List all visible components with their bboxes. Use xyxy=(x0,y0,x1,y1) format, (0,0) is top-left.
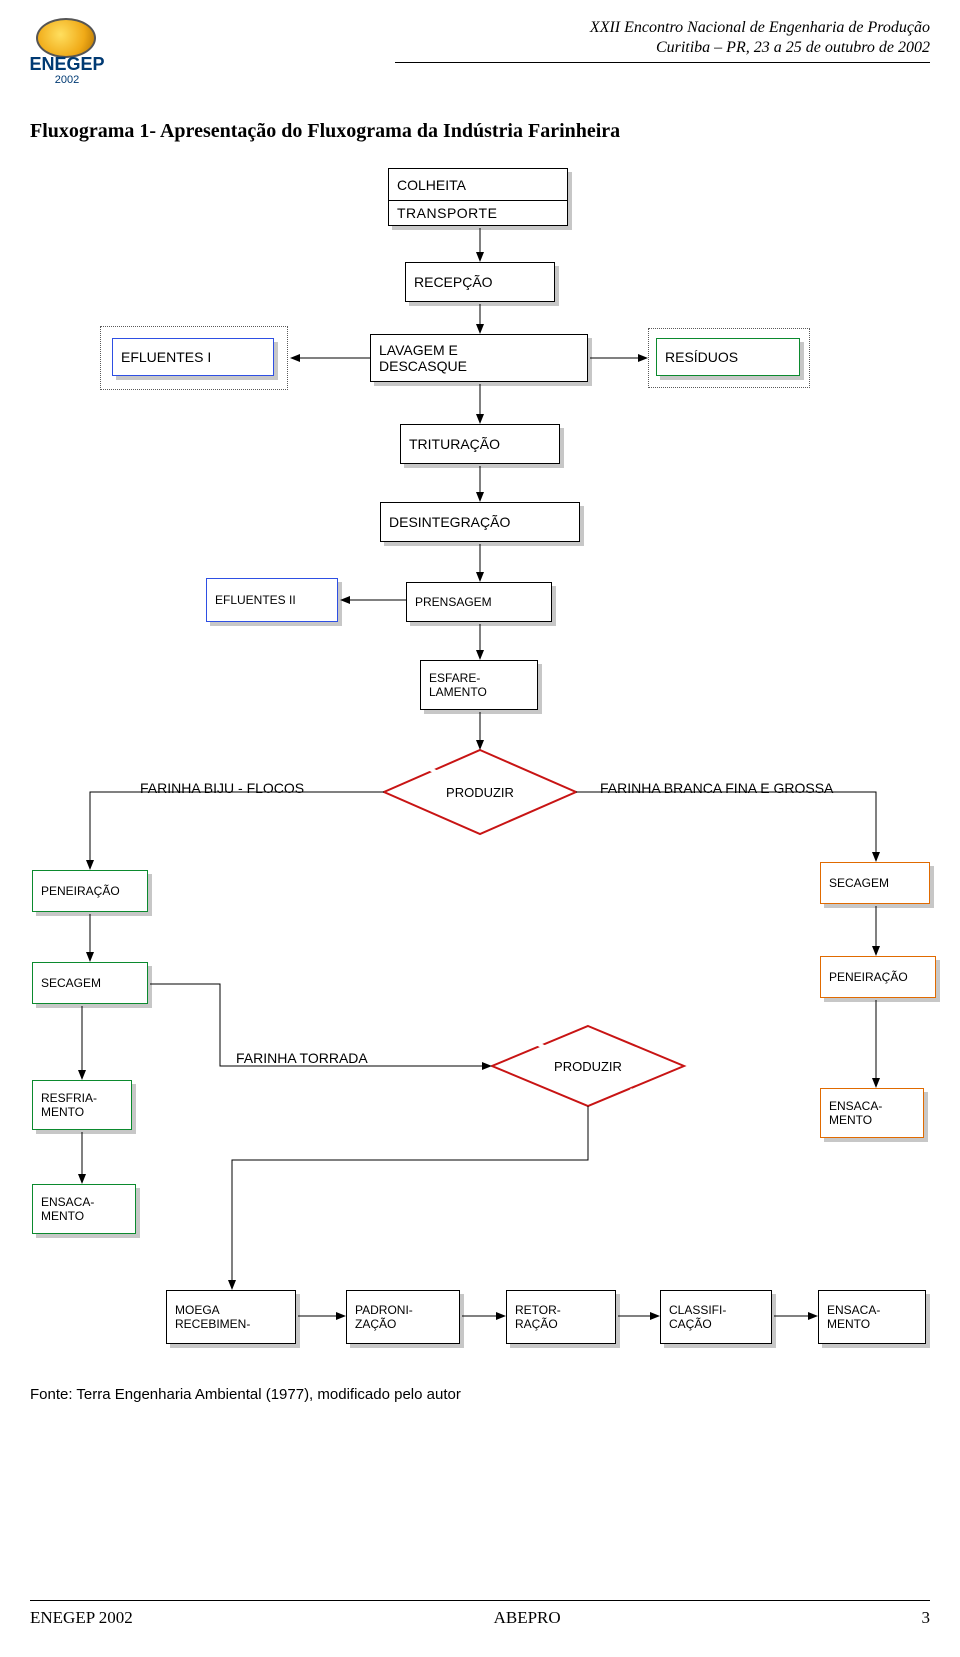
node-desintegracao: DESINTEGRAÇÃO xyxy=(380,502,580,542)
footer-rule xyxy=(30,1600,930,1601)
node-esfarelamento: ESFARE- LAMENTO xyxy=(420,660,538,710)
decision-produzir-1: PRODUZIR xyxy=(384,750,576,834)
node-moega: MOEGA RECEBIMEN- xyxy=(166,1290,296,1344)
node-lavagem-label: LAVAGEM E DESCASQUE xyxy=(370,334,588,382)
node-efluentes2: EFLUENTES II xyxy=(206,578,338,622)
footer-center: ABEPRO xyxy=(494,1608,561,1628)
footer-left: ENEGEP 2002 xyxy=(30,1608,133,1628)
logo-year: 2002 xyxy=(12,74,122,86)
node-classificacao: CLASSIFI- CAÇÃO xyxy=(660,1290,772,1344)
header-line2: Curitiba – PR, 23 a 25 de outubro de 200… xyxy=(590,38,930,58)
node-esfarelamento-label: ESFARE- LAMENTO xyxy=(420,660,538,710)
node-residuos: RESÍDUOS xyxy=(656,338,800,376)
node-secagem-l-label: SECAGEM xyxy=(32,962,148,1004)
node-resfriamento: RESFRIA- MENTO xyxy=(32,1080,132,1130)
node-colheita-label: COLHEITA xyxy=(388,168,568,202)
decision-produzir-2: PRODUZIR xyxy=(492,1026,684,1106)
node-peneiracao-l-label: PENEIRAÇÃO xyxy=(32,870,148,912)
node-peneiracao-l: PENEIRAÇÃO xyxy=(32,870,148,912)
node-retorracao: RETOR- RAÇÃO xyxy=(506,1290,616,1344)
node-moega-label: MOEGA RECEBIMEN- xyxy=(166,1290,296,1344)
node-ensacamento-r-label: ENSACA- MENTO xyxy=(820,1088,924,1138)
node-desintegracao-label: DESINTEGRAÇÃO xyxy=(380,502,580,542)
footer: ENEGEP 2002 ABEPRO 3 xyxy=(30,1608,930,1628)
connectors: PRODUZIR PRODUZIR xyxy=(0,0,960,1657)
page: ENEGEP 2002 XXII Encontro Nacional de En… xyxy=(0,0,960,1657)
node-trituracao: TRITURAÇÃO xyxy=(400,424,560,464)
node-lavagem: LAVAGEM E DESCASQUE xyxy=(370,334,588,382)
node-secagem-l: SECAGEM xyxy=(32,962,148,1004)
node-ensacamento-r: ENSACA- MENTO xyxy=(820,1088,924,1138)
page-title: Fluxograma 1- Apresentação do Fluxograma… xyxy=(30,120,620,143)
node-efluentes1: EFLUENTES I xyxy=(112,338,274,376)
node-residuos-label: RESÍDUOS xyxy=(656,338,800,376)
node-secagem-r-label: SECAGEM xyxy=(820,862,930,904)
footer-right: 3 xyxy=(921,1608,930,1628)
header-rule xyxy=(395,62,930,63)
header-line1: XXII Encontro Nacional de Engenharia de … xyxy=(590,18,930,38)
header-text: XXII Encontro Nacional de Engenharia de … xyxy=(590,18,930,58)
decision-produzir-2-label: PRODUZIR xyxy=(554,1059,622,1074)
node-ensacamento-l: ENSACA- MENTO xyxy=(32,1184,136,1234)
node-ensacamento-l-label: ENSACA- MENTO xyxy=(32,1184,136,1234)
node-retorracao-label: RETOR- RAÇÃO xyxy=(506,1290,616,1344)
node-peneiracao-r-label: PENEIRAÇÃO xyxy=(820,956,936,998)
node-classificacao-label: CLASSIFI- CAÇÃO xyxy=(660,1290,772,1344)
node-prensagem: PRENSAGEM xyxy=(406,582,552,622)
node-recepcao-label: RECEPÇÃO xyxy=(405,262,555,302)
source-citation: Fonte: Terra Engenharia Ambiental (1977)… xyxy=(30,1386,461,1403)
node-padronizacao-label: PADRONI- ZAÇÃO xyxy=(346,1290,460,1344)
node-ensacamento-b: ENSACA- MENTO xyxy=(818,1290,926,1344)
node-trituracao-label: TRITURAÇÃO xyxy=(400,424,560,464)
node-resfriamento-label: RESFRIA- MENTO xyxy=(32,1080,132,1130)
label-farinha-branca: FARINHA BRANCA FINA E GROSSA xyxy=(600,780,833,796)
label-farinha-biju: FARINHA BIJU - FLOCOS xyxy=(140,780,304,796)
logo-text: ENEGEP xyxy=(12,54,122,75)
node-padronizacao: PADRONI- ZAÇÃO xyxy=(346,1290,460,1344)
node-ensacamento-b-label: ENSACA- MENTO xyxy=(818,1290,926,1344)
label-farinha-torrada: FARINHA TORRADA xyxy=(236,1050,368,1066)
node-transporte-label: TRANSPORTE xyxy=(388,200,568,226)
globe-icon xyxy=(36,18,96,58)
logo: ENEGEP 2002 xyxy=(12,14,122,84)
node-colheita: COLHEITA xyxy=(388,168,568,202)
decision-produzir-1-label: PRODUZIR xyxy=(446,785,514,800)
node-transporte: TRANSPORTE xyxy=(388,200,568,226)
node-secagem-r: SECAGEM xyxy=(820,862,930,904)
node-peneiracao-r: PENEIRAÇÃO xyxy=(820,956,936,998)
node-recepcao: RECEPÇÃO xyxy=(405,262,555,302)
node-efluentes1-label: EFLUENTES I xyxy=(112,338,274,376)
node-efluentes2-label: EFLUENTES II xyxy=(206,578,338,622)
node-prensagem-label: PRENSAGEM xyxy=(406,582,552,622)
